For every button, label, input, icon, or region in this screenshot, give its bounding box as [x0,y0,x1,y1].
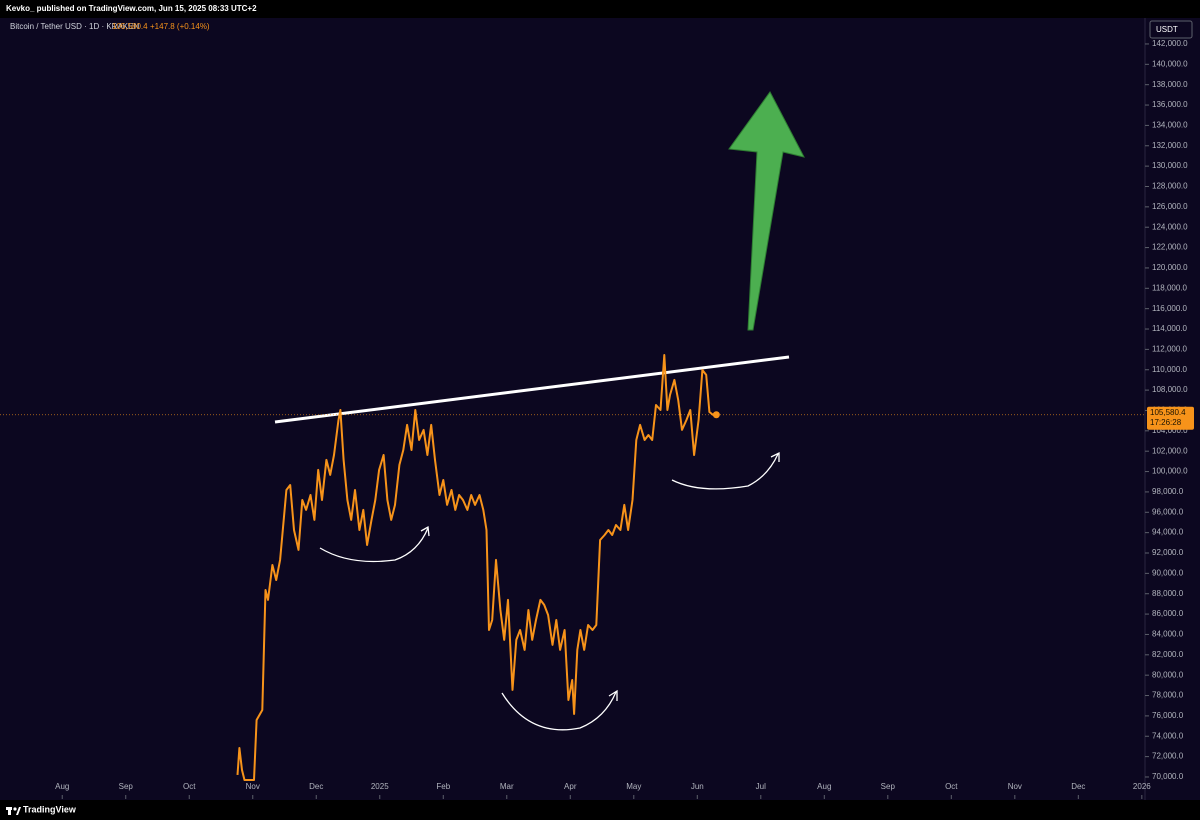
y-tick-label: 72,000.0 [1152,752,1184,761]
y-tick-label: 94,000.0 [1152,528,1184,537]
top-bar [0,0,1200,18]
y-tick-label: 140,000.0 [1152,59,1188,68]
y-tick-label: 130,000.0 [1152,161,1188,170]
x-tick-label: Jun [691,782,704,791]
y-tick-label: 80,000.0 [1152,670,1184,679]
y-tick-label: 102,000.0 [1152,446,1188,455]
x-tick-label: Aug [817,782,831,791]
y-tick-label: 108,000.0 [1152,385,1188,394]
x-tick-label: 2025 [371,782,389,791]
y-tick-label: 98,000.0 [1152,487,1184,496]
published-note: Kevko_ published on TradingView.com, Jun… [6,4,257,13]
x-tick-label: Sep [881,782,896,791]
x-tick-label: Jul [756,782,766,791]
y-tick-label: 78,000.0 [1152,691,1184,700]
currency: USDT [1156,25,1178,34]
x-tick-label: Dec [1071,782,1085,791]
y-tick-label: 88,000.0 [1152,589,1184,598]
y-tick-label: 126,000.0 [1152,202,1188,211]
x-tick-label: Oct [945,782,958,791]
x-tick-label: Dec [309,782,323,791]
logo [6,807,21,815]
x-tick-label: Nov [246,782,260,791]
y-tick-label: 76,000.0 [1152,711,1184,720]
x-tick-label: Oct [183,782,196,791]
y-tick-label: 132,000.0 [1152,141,1188,150]
y-tick-label: 128,000.0 [1152,182,1188,191]
x-tick-label: Feb [436,782,450,791]
y-tick-label: 84,000.0 [1152,630,1184,639]
symbol-change: +147.8 (+0.14%) [150,22,210,31]
y-tick-label: 110,000.0 [1152,365,1188,374]
y-tick-label: 100,000.0 [1152,467,1188,476]
x-tick-label: 2026 [1133,782,1151,791]
y-tick-label: 138,000.0 [1152,80,1188,89]
y-tick-label: 116,000.0 [1152,304,1188,313]
x-tick-label: Aug [55,782,69,791]
price-tag-label: 105,580.4 [1150,408,1186,417]
y-tick-label: 92,000.0 [1152,548,1184,557]
y-tick-label: 112,000.0 [1152,344,1188,353]
y-tick-label: 134,000.0 [1152,121,1188,130]
x-tick-label: May [626,782,641,791]
price-line [236,354,717,781]
x-tick-label: Sep [119,782,134,791]
y-tick-label: 122,000.0 [1152,243,1188,252]
curve-arrows [319,451,780,731]
y-tick-label: 104,000.0 [1152,426,1188,435]
x-tick-label: Apr [564,782,577,791]
plot-background [0,18,1200,800]
price-tag [1147,406,1194,430]
y-tick-label: 96,000.0 [1152,507,1184,516]
y-tick-label: 86,000.0 [1152,609,1184,618]
symbol-name: Bitcoin / Tether USD · 1D · KRAKEN [10,22,139,31]
y-tick-label: 120,000.0 [1152,263,1188,272]
trend-line [274,355,790,424]
last-point [712,411,720,419]
y-tick-label: 118,000.0 [1152,283,1188,292]
y-tick-label: 114,000.0 [1152,324,1188,333]
green-arrow [728,91,805,331]
symbol-price: 105,580.4 [112,22,148,31]
y-tick-label: 124,000.0 [1152,222,1188,231]
y-tick-label: 90,000.0 [1152,568,1184,577]
y-tick-label: 142,000.0 [1152,39,1188,48]
y-tick-label: 136,000.0 [1152,100,1188,109]
y-tick-label: 82,000.0 [1152,650,1184,659]
y-tick-label: 70,000.0 [1152,772,1184,781]
x-tick-label: Mar [500,782,514,791]
bottom-bar [0,800,1200,820]
y-tick-label: 74,000.0 [1152,731,1184,740]
currency-box[interactable] [1149,20,1193,39]
x-tick-label: Nov [1008,782,1022,791]
countdown: 17:26:28 [1150,418,1182,427]
brand: TradingView [23,804,77,814]
